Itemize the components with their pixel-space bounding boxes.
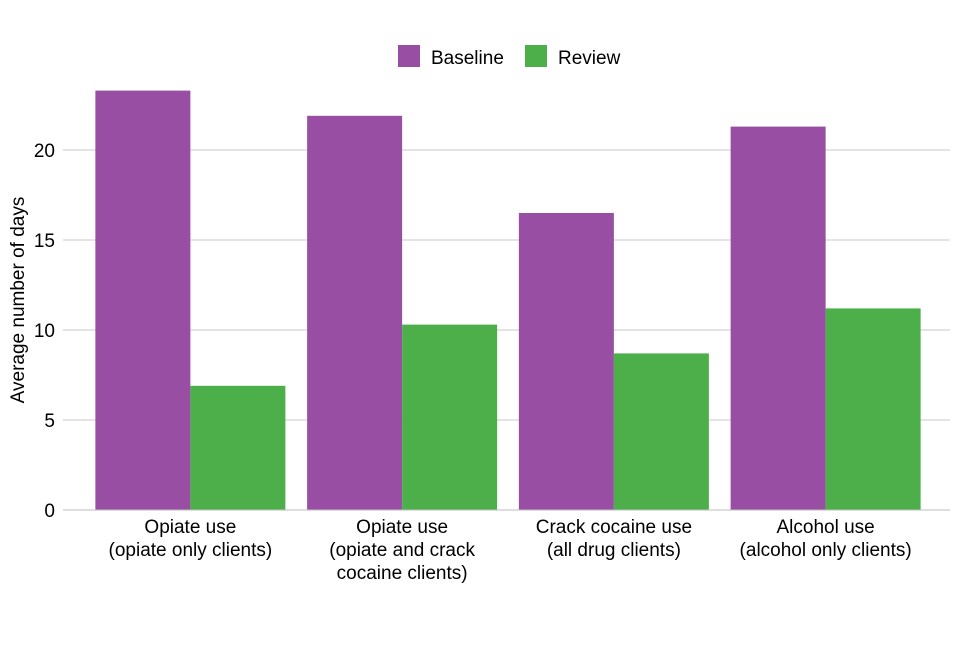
legend-label-baseline: Baseline [431,48,504,69]
x-tick-labels: Opiate use(opiate only clients)Opiate us… [109,517,912,584]
legend-swatch-baseline [398,45,420,67]
bar-baseline [518,213,614,510]
bar-review [613,353,709,510]
bars [95,90,921,511]
x-tick-label: (opiate and crack [329,540,475,561]
y-tick-label: 20 [34,141,55,162]
legend: Baseline Review [398,45,621,69]
x-tick-label: Opiate use [356,517,448,538]
x-tick-label: cocaine clients) [337,563,468,584]
bar-review [402,324,498,510]
bar-review [190,385,286,510]
legend-swatch-review [525,45,547,67]
bar-baseline [307,115,403,511]
y-tick-label: 0 [44,501,55,522]
x-tick-label: (alcohol only clients) [740,540,912,561]
y-tick-label: 5 [44,411,55,432]
bar-review [825,308,921,510]
x-tick-label: Alcohol use [777,517,875,538]
x-tick-label: (all drug clients) [547,540,681,561]
y-tick-label: 15 [34,231,55,252]
x-tick-label: (opiate only clients) [109,540,273,561]
y-tick-labels: 0 5 10 15 20 [34,141,55,522]
x-tick-label: Opiate use [144,517,236,538]
legend-label-review: Review [558,48,621,69]
bar-baseline [730,126,826,510]
y-axis-label: Average number of days [8,197,29,404]
x-tick-label: Crack cocaine use [536,517,692,538]
bar-baseline [95,90,191,510]
y-tick-label: 10 [34,321,55,342]
